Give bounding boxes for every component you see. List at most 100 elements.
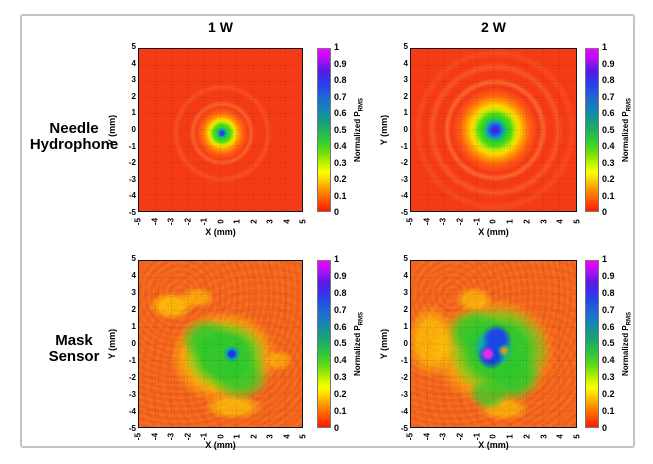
tick-label: 4: [131, 271, 136, 280]
row-label-line: Hydrophone: [29, 136, 119, 153]
colorbar-label: Normalized PRMS: [353, 75, 365, 185]
x-axis-label: X (mm): [205, 227, 236, 237]
column-title-2w: 2 W: [481, 19, 506, 35]
tick-label: -5: [133, 217, 143, 226]
colorbar-label-text: Normalized P: [353, 111, 362, 163]
tick-label: 0: [334, 422, 340, 433]
tick-label: 0.4: [334, 141, 347, 151]
tick-label: 3: [539, 219, 548, 224]
colorbar-ticks: 1 0.9 0.8 0.7 0.6 0.5 0.4 0.3 0.2 0.1 0: [334, 43, 358, 217]
tick-label: 2: [522, 219, 532, 224]
tick-label: 1: [602, 42, 608, 52]
tick-label: -1: [400, 356, 408, 365]
tick-label: 5: [403, 42, 408, 51]
tick-label: 2: [131, 91, 136, 101]
tick-label: -1: [472, 217, 482, 226]
tick-label: 0.1: [602, 190, 615, 201]
y-axis-ticks: 5 4 3 2 1 0 -1 -2 -3 -4 -5: [392, 43, 408, 217]
heatmap-needle-hydrophone-1w: [138, 48, 303, 212]
colorbar: [317, 260, 331, 428]
tick-label: -5: [128, 207, 136, 217]
tick-label: 0.8: [334, 287, 347, 298]
tick-label: -2: [128, 158, 136, 168]
tick-label: 1: [334, 42, 340, 52]
y-axis-ticks: 5 4 3 2 1 0 -1 -2 -3 -4 -5: [120, 255, 136, 433]
tick-label: -5: [128, 424, 136, 433]
tick-label: 0.2: [334, 389, 347, 400]
grid-lines: [411, 49, 576, 211]
tick-label: 5: [131, 254, 136, 263]
colorbar-label: Normalized PRMS: [353, 289, 365, 399]
colorbar-ticks: 1 0.9 0.8 0.7 0.6 0.5 0.4 0.3 0.2 0.1 0: [602, 255, 626, 433]
tick-label: -5: [400, 207, 408, 217]
tick-label: 2: [403, 91, 408, 101]
colorbar-ticks: 1 0.9 0.8 0.7 0.6 0.5 0.4 0.3 0.2 0.1 0: [334, 255, 358, 433]
tick-label: 0.8: [602, 75, 615, 85]
heatmap-mask-sensor-2w: [410, 260, 577, 428]
tick-label: 1: [334, 254, 340, 264]
tick-label: -1: [199, 217, 209, 226]
tick-label: -4: [400, 407, 408, 416]
tick-label: 0.3: [602, 157, 615, 168]
tick-label: 0.2: [602, 389, 615, 400]
colorbar: [317, 48, 331, 212]
tick-label: 0.7: [334, 304, 347, 315]
x-axis-label: X (mm): [478, 227, 509, 237]
row-label-mask-sensor: Mask Sensor: [19, 333, 129, 365]
tick-label: 0: [216, 219, 225, 224]
tick-label: 3: [265, 219, 275, 224]
tick-label: 0: [131, 124, 136, 134]
tick-label: 0.1: [602, 406, 615, 417]
tick-label: 1: [131, 322, 136, 331]
tick-label: -4: [128, 407, 136, 416]
tick-label: 0: [403, 339, 408, 348]
tick-label: 4: [282, 219, 291, 224]
tick-label: 0.7: [602, 91, 615, 102]
tick-label: 1: [232, 219, 242, 224]
tick-label: -3: [400, 174, 408, 184]
tick-label: -3: [400, 390, 408, 399]
tick-label: 4: [403, 271, 408, 280]
grid-lines: [139, 261, 302, 427]
y-axis-label: Y (mm): [107, 328, 117, 360]
x-axis-label: X (mm): [205, 440, 236, 450]
tick-label: 0: [334, 207, 340, 217]
tick-label: -5: [400, 424, 408, 433]
tick-label: 0.2: [602, 174, 615, 184]
colorbar-label-subscript: RMS: [626, 97, 633, 112]
tick-label: 2: [403, 305, 408, 314]
colorbar: [585, 48, 599, 212]
tick-label: -4: [128, 191, 136, 201]
colorbar-ticks: 1 0.9 0.8 0.7 0.6 0.5 0.4 0.3 0.2 0.1 0: [602, 43, 626, 217]
tick-label: 0.1: [334, 406, 347, 417]
colorbar-label: Normalized PRMS: [621, 75, 633, 185]
tick-label: 5: [403, 254, 408, 263]
tick-label: 0.7: [602, 304, 615, 315]
tick-label: 3: [403, 288, 408, 297]
tick-label: -2: [400, 373, 408, 382]
tick-label: 2: [131, 305, 136, 314]
tick-label: -1: [400, 141, 408, 151]
heatmap-mask-sensor-1w: [138, 260, 303, 428]
tick-label: 0.2: [334, 174, 347, 184]
tick-label: 1: [403, 108, 408, 118]
heatmap-needle-hydrophone-2w: [410, 48, 577, 212]
tick-label: -2: [183, 217, 192, 226]
tick-label: 4: [131, 58, 136, 68]
tick-label: -4: [400, 191, 408, 201]
tick-label: 4: [403, 58, 408, 68]
tick-label: -3: [166, 217, 176, 226]
colorbar-label-text: Normalized P: [621, 111, 630, 163]
tick-label: 0.9: [602, 58, 615, 69]
tick-label: 0.5: [602, 124, 615, 135]
colorbar-label-subscript: RMS: [626, 311, 633, 326]
tick-label: 5: [131, 42, 136, 51]
tick-label: -3: [128, 174, 136, 184]
row-label-needle-hydrophone: Needle Hydrophone: [19, 121, 129, 153]
tick-label: -4: [150, 217, 159, 226]
x-axis-label: X (mm): [478, 440, 509, 450]
colorbar: [585, 260, 599, 428]
row-label-line: Mask: [55, 332, 93, 349]
tick-label: 0.7: [334, 91, 347, 102]
